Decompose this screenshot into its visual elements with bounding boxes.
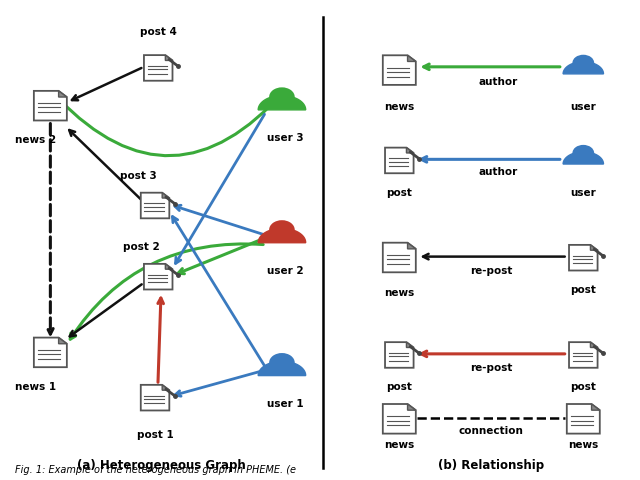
Polygon shape (34, 337, 67, 367)
Polygon shape (165, 55, 173, 60)
Polygon shape (258, 96, 306, 110)
Polygon shape (406, 148, 413, 153)
Polygon shape (591, 245, 598, 250)
Text: news 2: news 2 (15, 135, 56, 145)
Text: (b) Relationship: (b) Relationship (438, 459, 545, 472)
Polygon shape (563, 62, 604, 74)
Text: re-post: re-post (470, 363, 513, 373)
Text: author: author (478, 77, 517, 87)
Polygon shape (383, 55, 416, 85)
Circle shape (269, 87, 295, 107)
Polygon shape (383, 243, 416, 272)
Polygon shape (591, 404, 600, 410)
Text: post 2: post 2 (124, 242, 160, 252)
Text: post 3: post 3 (120, 171, 157, 181)
Circle shape (269, 353, 295, 372)
Text: user 1: user 1 (267, 399, 303, 408)
Text: news: news (384, 102, 415, 112)
Text: news: news (568, 441, 598, 450)
Circle shape (572, 55, 594, 71)
Text: user 2: user 2 (267, 266, 303, 276)
Polygon shape (141, 385, 170, 410)
Polygon shape (563, 152, 604, 164)
Text: user: user (570, 102, 596, 112)
Text: user 3: user 3 (267, 133, 303, 143)
Polygon shape (34, 91, 67, 120)
Text: connection: connection (459, 426, 524, 436)
Text: post: post (570, 285, 596, 295)
Text: post 4: post 4 (140, 27, 177, 37)
Text: user: user (570, 188, 596, 198)
Text: post 1: post 1 (137, 430, 173, 440)
Polygon shape (385, 342, 413, 368)
Polygon shape (591, 342, 598, 348)
Polygon shape (258, 228, 306, 243)
Text: post: post (570, 382, 596, 392)
Text: news: news (384, 441, 415, 450)
Polygon shape (408, 404, 416, 410)
Polygon shape (144, 55, 173, 81)
Polygon shape (383, 404, 416, 433)
Circle shape (269, 220, 295, 240)
Text: news 1: news 1 (15, 382, 56, 392)
Text: re-post: re-post (470, 266, 513, 276)
Polygon shape (258, 361, 306, 375)
Text: author: author (478, 167, 517, 177)
Text: (a) Heterogeneous Graph: (a) Heterogeneous Graph (77, 459, 246, 472)
Polygon shape (59, 91, 67, 97)
Polygon shape (406, 342, 413, 348)
Text: post: post (387, 382, 412, 392)
Polygon shape (144, 264, 173, 289)
Polygon shape (59, 337, 67, 344)
Polygon shape (162, 192, 170, 198)
Polygon shape (141, 192, 170, 218)
Polygon shape (408, 243, 416, 249)
Circle shape (572, 145, 594, 161)
Text: post: post (387, 188, 412, 198)
Polygon shape (385, 148, 413, 173)
Text: Fig. 1: Example of the heterogeneous graph in PHEME. (e: Fig. 1: Example of the heterogeneous gra… (15, 465, 296, 475)
Polygon shape (567, 404, 600, 433)
Polygon shape (569, 342, 598, 368)
Polygon shape (408, 55, 416, 61)
Text: news: news (384, 288, 415, 298)
Polygon shape (165, 264, 173, 269)
Polygon shape (569, 245, 598, 271)
Polygon shape (162, 385, 170, 390)
